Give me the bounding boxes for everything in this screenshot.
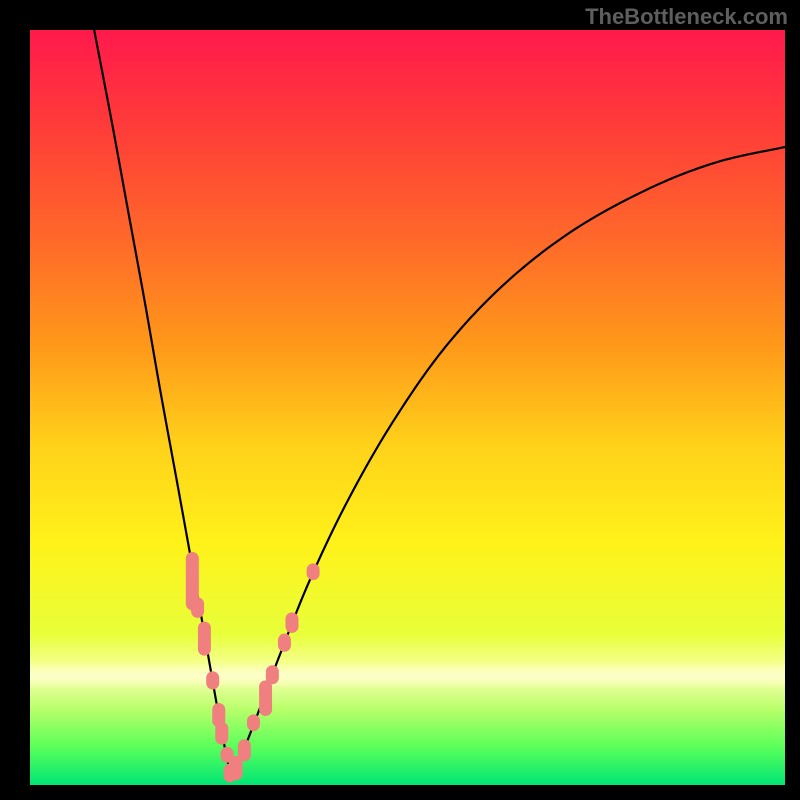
curve-marker bbox=[215, 722, 228, 745]
curve-marker bbox=[285, 612, 298, 633]
curve-marker bbox=[198, 621, 211, 655]
plot-area bbox=[30, 30, 785, 785]
curve-marker bbox=[266, 665, 279, 684]
curve-marker bbox=[278, 634, 291, 652]
curve-marker bbox=[191, 597, 204, 618]
chart-root: TheBottleneck.com bbox=[0, 0, 800, 800]
bottleneck-curve bbox=[30, 30, 785, 785]
watermark-text: TheBottleneck.com bbox=[585, 4, 788, 30]
curve-marker bbox=[206, 671, 219, 689]
bottleneck-curve-path bbox=[94, 30, 785, 774]
curve-marker bbox=[238, 739, 251, 761]
curve-marker bbox=[259, 680, 272, 716]
curve-marker bbox=[247, 714, 260, 731]
curve-marker bbox=[307, 563, 320, 580]
